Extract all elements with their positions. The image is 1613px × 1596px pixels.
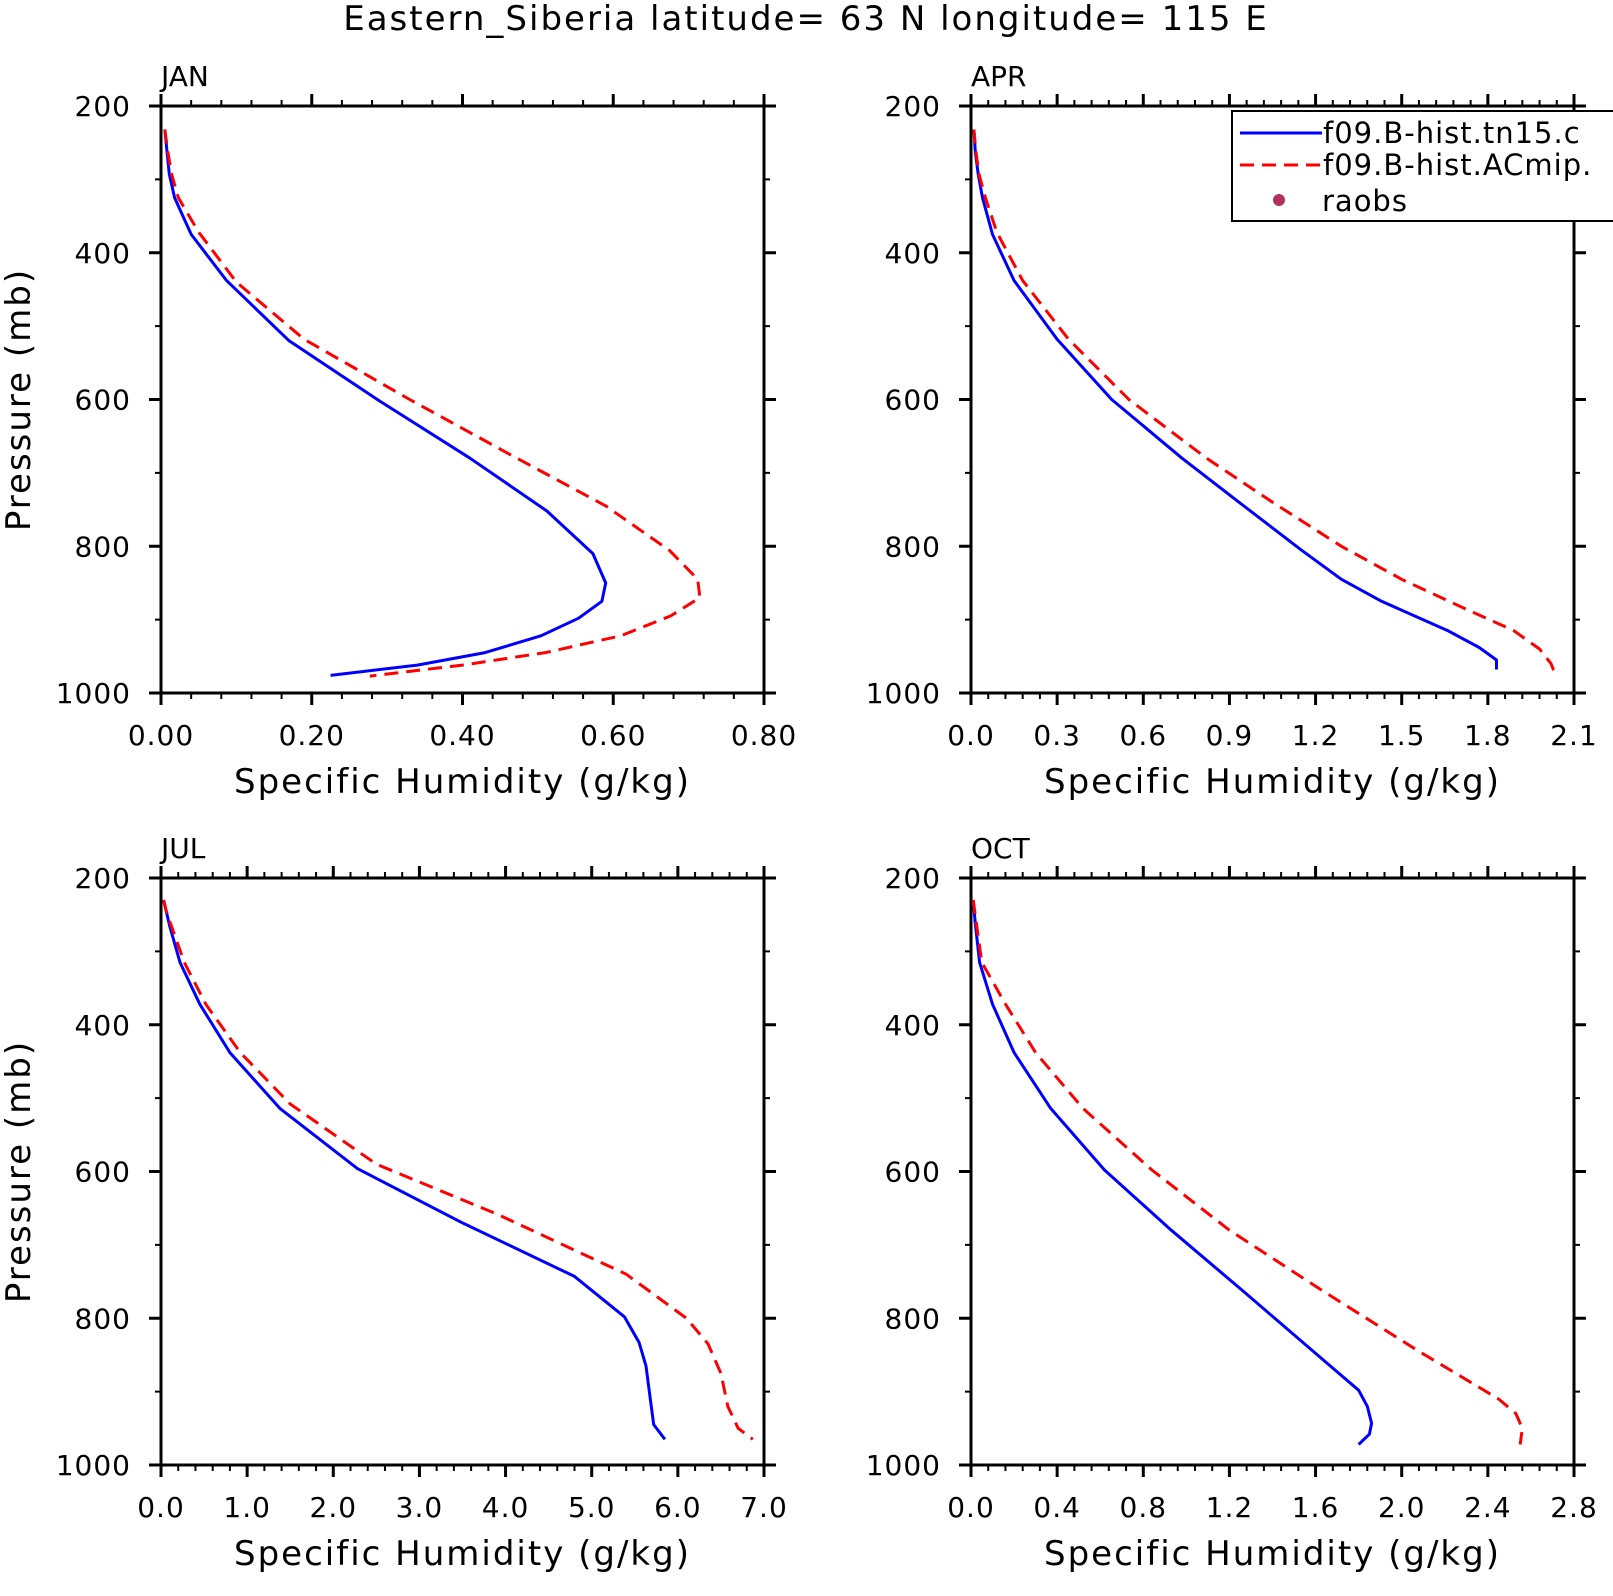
- x-tick-label: 2.0: [1378, 1491, 1426, 1524]
- y-axis-title-jan: Pressure (mb): [0, 268, 39, 531]
- y-tick-label: 600: [75, 1156, 131, 1189]
- x-tick-label: 0.9: [1206, 719, 1254, 752]
- y-tick-label: 800: [75, 530, 131, 563]
- x-tick-label: 1.2: [1206, 1491, 1254, 1524]
- panel-jan: 0.00 0.20 0.40 0.60 0.80 200 400 600 800 1000 JAN S…: [0, 60, 797, 802]
- x-axis-title-oct: Specific Humidity (g/kg): [1044, 1534, 1501, 1574]
- series-line-acmip-oct: [971, 899, 1524, 1445]
- x-axis-title-jul: Specific Humidity (g/kg): [234, 1534, 691, 1574]
- x-tick-label: 0.20: [279, 719, 345, 752]
- x-tick-label: 1.2: [1292, 719, 1340, 752]
- x-tick-label: 1.0: [223, 1491, 271, 1524]
- y-tick-label: 600: [885, 1156, 941, 1189]
- series-line-tn15-apr: [972, 129, 1498, 670]
- x-tick-label: 7.0: [740, 1491, 788, 1524]
- panel-oct: 0.0 0.4 0.8 1.2 1.6 2.0 2.4 2.8 200 400 600 800 1000…: [866, 832, 1598, 1574]
- series-line-acmip-jul: [162, 899, 754, 1441]
- x-tick-label: 6.0: [654, 1491, 702, 1524]
- x-tick-label: 0.6: [1120, 719, 1168, 752]
- panel-label-jan: JAN: [159, 60, 209, 93]
- x-tick-label: 2.8: [1550, 1491, 1598, 1524]
- x-tick-label: 0.4: [1033, 1491, 1081, 1524]
- x-tick-label: 1.6: [1292, 1491, 1340, 1524]
- y-tick-label: 600: [75, 384, 131, 417]
- x-axis-title-apr: Specific Humidity (g/kg): [1044, 762, 1501, 802]
- y-tick-label: 800: [885, 530, 941, 563]
- x-tick-label: 0.00: [128, 719, 194, 752]
- plot-frame-jul: [159, 876, 766, 1467]
- plot-frame-oct: [969, 876, 1576, 1467]
- x-axis-title-jan: Specific Humidity (g/kg): [234, 762, 691, 802]
- y-tick-label: 200: [75, 90, 131, 123]
- y-tick-label: 400: [75, 237, 131, 270]
- y-tick-label: 400: [885, 1009, 941, 1042]
- series-line-acmip-apr: [972, 129, 1556, 672]
- y-tick-label: 1000: [866, 1449, 941, 1482]
- x-tick-label: 5.0: [568, 1491, 616, 1524]
- y-tick-label: 200: [885, 90, 941, 123]
- y-tick-label: 400: [885, 237, 941, 270]
- legend-marker-raobs: [1273, 194, 1285, 206]
- x-tick-label: 2.0: [310, 1491, 358, 1524]
- x-tick-label: 1.8: [1464, 719, 1512, 752]
- series-line-tn15-oct: [971, 899, 1374, 1446]
- legend-label-tn15: f09.B-hist.tn15.c: [1323, 116, 1581, 150]
- panels-group: 0.00 0.20 0.40 0.60 0.80 200 400 600 800 1000 JAN S…: [0, 60, 1598, 1574]
- panel-apr: 0.0 0.3 0.6 0.9 1.2 1.5 1.8 2.1 200 400 600 800 1000…: [866, 60, 1598, 802]
- y-tick-label: 800: [75, 1302, 131, 1335]
- y-tick-label: 1000: [56, 677, 131, 710]
- figure-title: Eastern_Siberia latitude= 63 N longitude…: [343, 0, 1269, 39]
- y-tick-label: 800: [885, 1302, 941, 1335]
- panel-label-oct: OCT: [971, 832, 1031, 865]
- series-line-tn15-jan: [163, 129, 608, 677]
- legend-label-raobs: raobs: [1322, 184, 1408, 218]
- x-tick-label: 0.8: [1120, 1491, 1168, 1524]
- y-tick-label: 400: [75, 1009, 131, 1042]
- x-tick-label: 1.5: [1378, 719, 1426, 752]
- x-tick-label: 3.0: [396, 1491, 444, 1524]
- x-tick-label: 0.80: [731, 719, 797, 752]
- x-tick-label: 0.0: [947, 719, 995, 752]
- y-tick-label: 1000: [866, 677, 941, 710]
- panel-jul: 0.0 1.0 2.0 3.0 4.0 5.0 6.0 7.0 200 400 600 800 1000…: [0, 832, 788, 1574]
- y-tick-label: 600: [885, 384, 941, 417]
- legend-label-acmip: f09.B-hist.ACmip.: [1323, 148, 1592, 182]
- legend: f09.B-hist.tn15.c f09.B-hist.ACmip. raob…: [1231, 110, 1613, 222]
- x-tick-label: 0.60: [580, 719, 646, 752]
- x-tick-label: 0.3: [1033, 719, 1081, 752]
- x-tick-label: 0.40: [429, 719, 495, 752]
- plot-frame-jan: [159, 104, 766, 695]
- y-tick-label: 200: [885, 862, 941, 895]
- y-tick-label: 200: [75, 862, 131, 895]
- x-tick-label: 2.1: [1550, 719, 1598, 752]
- x-tick-label: 0.0: [947, 1491, 995, 1524]
- x-tick-label: 4.0: [482, 1491, 530, 1524]
- y-axis-title-jul: Pressure (mb): [0, 1040, 39, 1303]
- x-tick-label: 0.0: [137, 1491, 185, 1524]
- x-tick-label: 2.4: [1464, 1491, 1512, 1524]
- panel-label-jul: JUL: [159, 832, 206, 865]
- series-line-tn15-jul: [162, 899, 667, 1441]
- y-tick-label: 1000: [56, 1449, 131, 1482]
- panel-label-apr: APR: [971, 60, 1027, 93]
- series-line-acmip-jan: [163, 129, 702, 678]
